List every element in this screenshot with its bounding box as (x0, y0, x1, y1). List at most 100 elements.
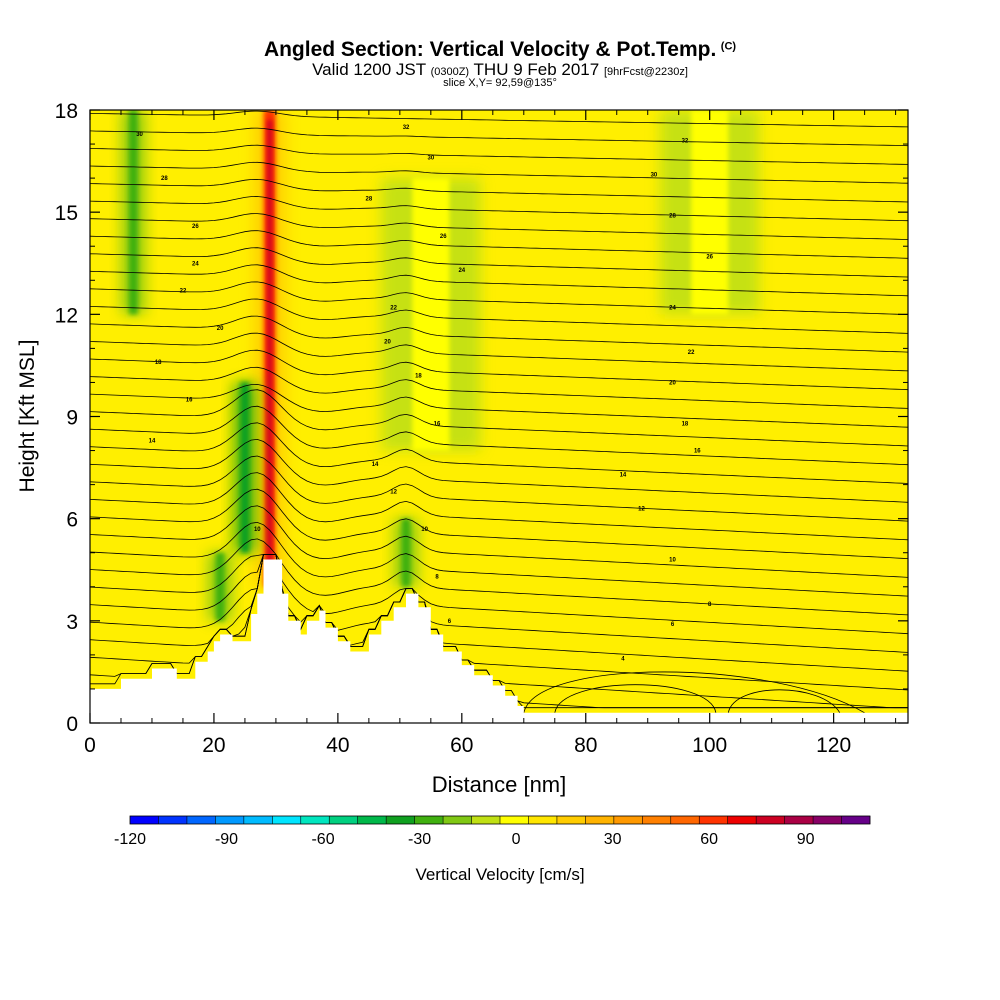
isentrope-label: 24 (458, 268, 465, 274)
isentrope-label: 8 (435, 575, 439, 581)
y-tick-label: 0 (66, 713, 78, 736)
title-main: Angled Section: Vertical Velocity & Pot.… (263, 38, 717, 61)
colorbar-tick-label: -90 (215, 831, 238, 848)
colorbar-swatch (243, 816, 273, 824)
chart-title: Angled Section: Vertical Velocity & Pot.… (0, 38, 1000, 62)
valid-z: (0300Z) (430, 66, 470, 78)
colorbar-swatch (756, 816, 785, 824)
y-tick-label: 3 (66, 611, 78, 634)
colorbar-swatch (670, 816, 700, 824)
isentrope-line (90, 298, 908, 334)
valid-prefix: Valid 1200 JST (312, 60, 426, 79)
isentrope-label: 30 (136, 132, 143, 138)
isentrope-line (90, 389, 908, 447)
colorbar-swatch (613, 816, 643, 824)
x-tick-label: 0 (84, 734, 96, 757)
isentrope-line (90, 488, 908, 559)
isentrope-line (90, 472, 908, 541)
velocity-core (215, 552, 225, 621)
colorbar-swatch (130, 816, 159, 824)
isentrope-label: 10 (669, 558, 676, 564)
x-tick-label: 100 (692, 734, 727, 757)
title-suffix: (C) (720, 40, 737, 53)
isentrope-label: 26 (192, 224, 199, 230)
colorbar-tick-label: 60 (700, 831, 718, 848)
isentrope-label: 22 (390, 306, 397, 312)
isentrope-label: 28 (161, 176, 168, 182)
x-tick-label: 20 (202, 734, 225, 757)
isentrope-label: 14 (372, 462, 379, 468)
isentrope-line (90, 349, 908, 391)
isentrope-label: 10 (254, 527, 261, 533)
isentrope-label: 28 (366, 197, 373, 203)
colorbar-swatch (813, 816, 842, 824)
velocity-core (240, 382, 250, 553)
isentrope-line (90, 521, 908, 597)
isentrope-line (90, 422, 908, 484)
colorbar-tick-label: 30 (604, 831, 622, 848)
isentrope-line (90, 366, 908, 409)
colorbar-label: Vertical Velocity [cm/s] (415, 865, 584, 884)
isentrope-label: 24 (192, 261, 199, 267)
isentrope-line (90, 554, 908, 672)
terrain (90, 559, 908, 723)
x-tick-label: 120 (816, 734, 851, 757)
isentrope-label: 4 (621, 656, 625, 662)
isentrope-label: 14 (620, 472, 627, 478)
isentrope-label: 30 (427, 156, 434, 162)
isentrope-line (90, 455, 908, 522)
velocity-core (412, 178, 450, 451)
colorbar-swatch (642, 816, 672, 824)
isentrope-line (90, 264, 908, 297)
colorbar-swatch (699, 816, 728, 824)
colorbar-swatch (841, 816, 871, 824)
isentrope-line (90, 178, 908, 203)
colorbar-tick-label: 90 (797, 831, 815, 848)
isentrope-label: 32 (682, 139, 689, 145)
isentrope-line (90, 383, 908, 428)
isentrope-line (90, 332, 908, 372)
isentrope-line (90, 538, 908, 616)
colorbar-swatch (300, 816, 330, 824)
isentrope-label: 24 (669, 306, 676, 312)
isentrope-line (90, 127, 908, 147)
isentrope-line (90, 438, 908, 503)
colorbar-tick-label: -120 (114, 831, 146, 848)
colorbar-swatch (500, 816, 529, 824)
isentrope-line (523, 671, 865, 714)
velocity-core-max (267, 120, 273, 577)
isentrope-label: 30 (651, 173, 658, 179)
colorbar-swatch (158, 816, 188, 824)
y-tick-label: 18 (55, 100, 78, 123)
isentrope-label: 16 (694, 449, 701, 455)
colorbar-swatch (357, 816, 387, 824)
colorbar-swatch (556, 816, 586, 824)
isentrope-label: 16 (434, 421, 441, 427)
isentrope-label: 20 (217, 326, 224, 332)
colorbar-swatch (329, 816, 358, 824)
isentrope-line (90, 554, 908, 635)
colorbar-swatch (585, 816, 615, 824)
colorbar: -120 -90 -60 -30 0 30 60 90 (114, 815, 871, 848)
isentrope-label: 12 (638, 506, 645, 512)
y-tick-label: 12 (55, 304, 78, 327)
isentrope-line (90, 196, 908, 222)
isentrope-label: 18 (155, 360, 162, 366)
isentrope-line (90, 405, 908, 466)
y-tick-label: 15 (55, 202, 78, 225)
isentrope-label: 6 (671, 622, 675, 628)
isentrope-label: 22 (180, 288, 187, 294)
isentrope-line (90, 144, 908, 165)
isentrope-label: 8 (708, 602, 712, 608)
plot-area (90, 110, 908, 723)
velocity-core (691, 110, 729, 315)
y-tick-label: 6 (66, 509, 78, 532)
colorbar-swatch (784, 816, 814, 824)
velocity-feature (394, 518, 418, 587)
velocity-feature (253, 110, 286, 587)
isentrope-label: 20 (384, 340, 391, 346)
isentrope-line (90, 315, 908, 353)
isentrope-line (90, 213, 908, 240)
isentrope-label: 10 (421, 527, 428, 533)
